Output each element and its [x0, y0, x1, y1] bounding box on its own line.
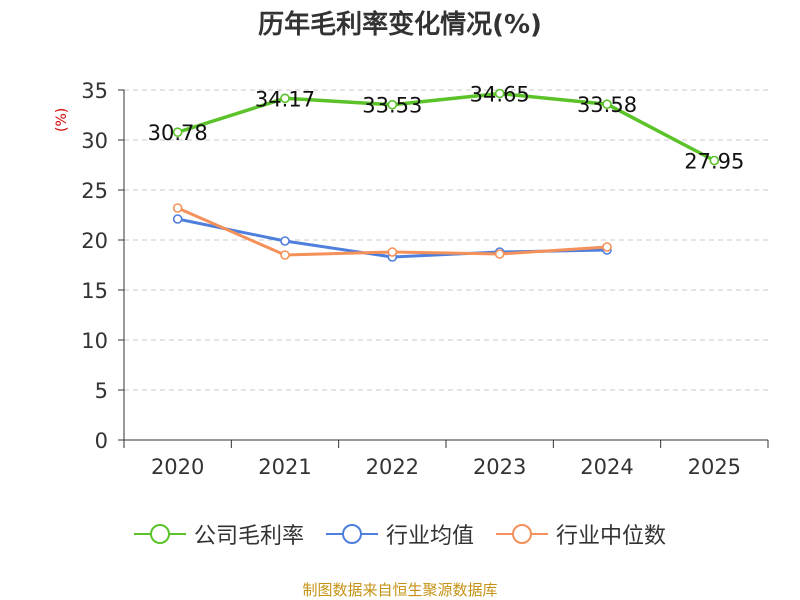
legend-marker-industry-mean [325, 524, 378, 544]
legend-label-company: 公司毛利率 [193, 524, 304, 549]
data-label: 34.65 [470, 83, 530, 107]
y-tick-label: 30 [81, 129, 108, 153]
y-tick-label: 20 [81, 229, 108, 253]
x-tick-label: 2022 [366, 455, 419, 479]
x-tick-label: 2024 [580, 455, 633, 479]
legend-item-industry-mean[interactable]: 行业均值 [325, 518, 474, 550]
series-line [177, 91, 716, 163]
data-label: 30.78 [148, 121, 208, 145]
legend-marker-industry-median [496, 524, 548, 544]
data-point [602, 99, 612, 109]
legend-marker-company [133, 524, 186, 544]
data-point [280, 250, 290, 260]
data-label: 33.58 [577, 93, 637, 117]
data-point [280, 236, 290, 246]
data-point [387, 247, 398, 257]
data-point [172, 203, 183, 213]
y-tick-label: 35 [81, 79, 108, 103]
legend-label-industry-median: 行业中位数 [556, 524, 667, 549]
data-source: 制图数据来自恒生聚源数据库 [302, 581, 498, 599]
y-tick-label: 25 [81, 179, 108, 203]
x-tick-label: 2025 [688, 455, 741, 479]
data-point [602, 242, 612, 252]
y-tick-label: 0 [95, 429, 108, 453]
x-tick-label: 2021 [258, 455, 311, 479]
legend: 公司毛利率 行业均值 行业中位数 [0, 518, 800, 550]
legend-item-industry-median[interactable]: 行业中位数 [496, 518, 666, 550]
data-point [280, 93, 290, 104]
data-point [494, 88, 505, 99]
y-tick-label: 5 [95, 379, 108, 403]
x-tick-label: 2020 [151, 455, 204, 479]
chart-title: 历年毛利率变化情况(%) [258, 10, 542, 40]
y-tick-label: 15 [81, 279, 108, 303]
data-label: 33.53 [362, 94, 422, 118]
x-tick-label: 2023 [473, 455, 526, 479]
data-label: 34.17 [255, 87, 315, 111]
legend-item-company[interactable]: 公司毛利率 [133, 518, 304, 550]
data-point [494, 249, 505, 259]
y-tick-label: 10 [81, 329, 108, 353]
data-point [172, 214, 183, 224]
data-label: 27.95 [684, 150, 744, 174]
data-point [709, 155, 720, 166]
legend-label-industry-mean: 行业均值 [385, 524, 474, 549]
data-point [387, 99, 398, 110]
data-point [172, 127, 183, 137]
